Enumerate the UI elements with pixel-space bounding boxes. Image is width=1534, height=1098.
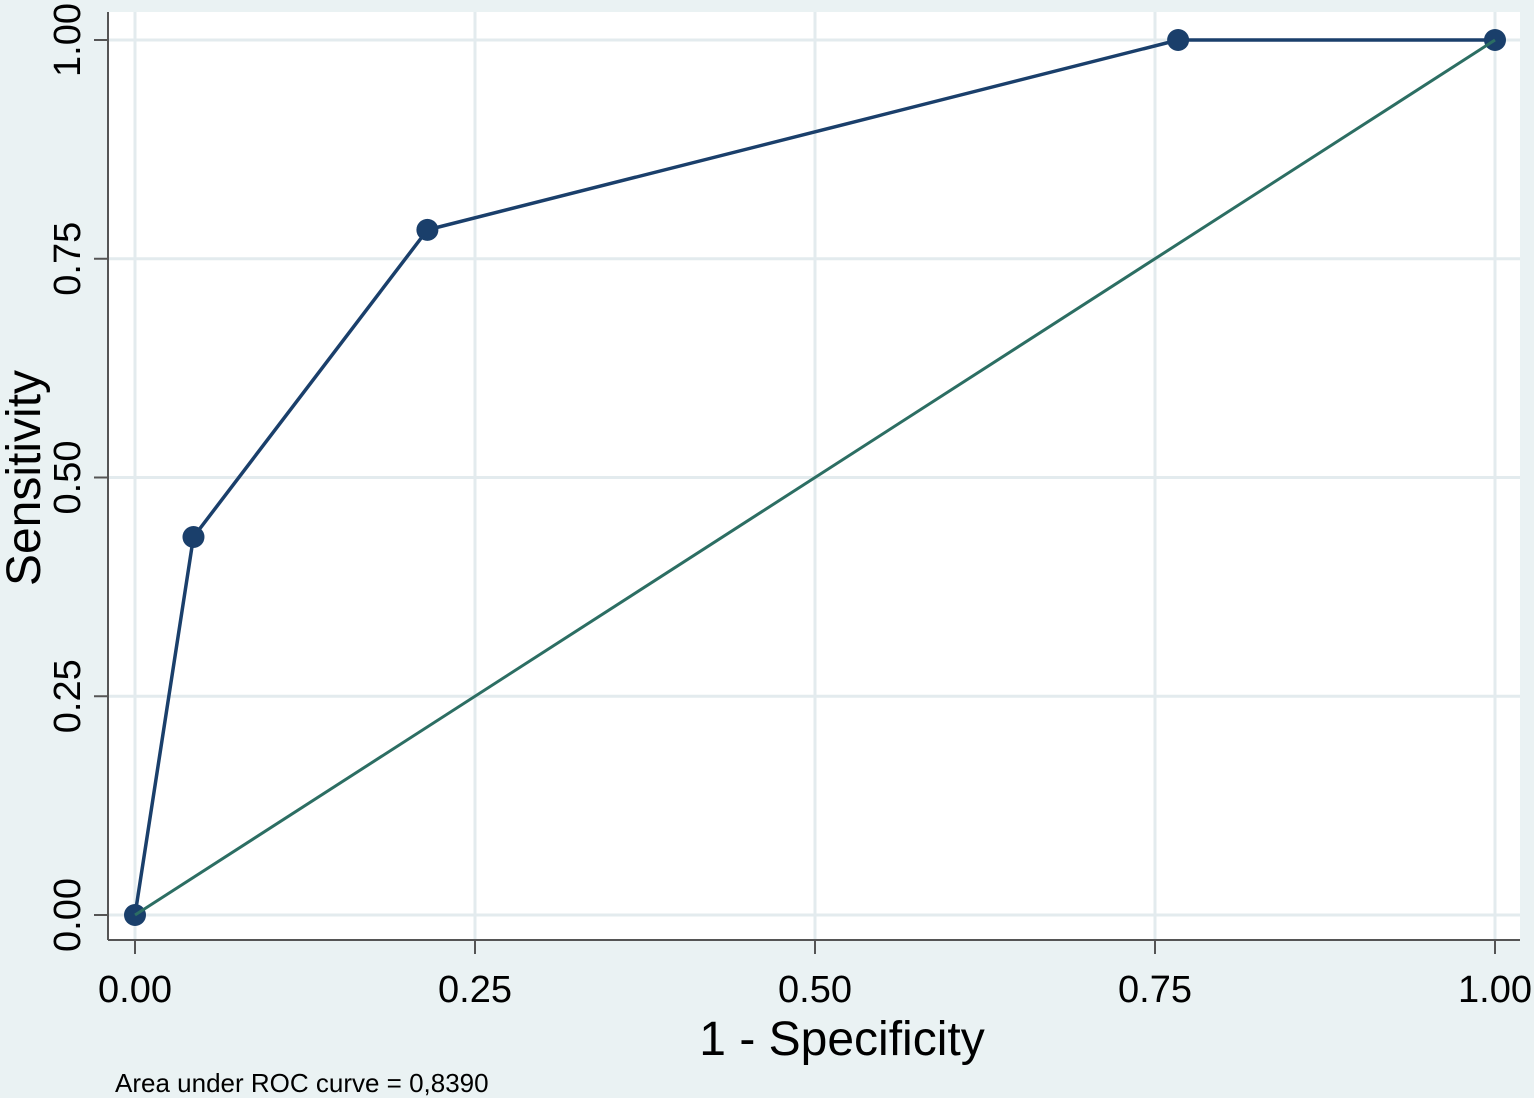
y-tick-label: 0.25 xyxy=(47,659,89,733)
x-axis-title: 1 - Specificity xyxy=(699,1013,984,1066)
axes xyxy=(94,12,1520,954)
auc-note: Area under ROC curve = 0,8390 xyxy=(115,1068,489,1098)
reference-diagonal-line xyxy=(134,38,1496,917)
y-tick-label: 1.00 xyxy=(47,3,89,77)
x-tick-label: 0.75 xyxy=(1118,969,1192,1011)
tick-labels: 0.000.00 0.25 0.25 0.50 0.50 0.75 0.75 1.00 1.00 xyxy=(47,3,1532,1011)
roc-point xyxy=(1167,29,1190,51)
series-layer xyxy=(124,29,1506,926)
x-tick-label: 0.00 xyxy=(98,969,172,1011)
x-tick-label: 0.25 xyxy=(438,969,512,1011)
y-tick-label: 0.75 xyxy=(47,222,89,296)
roc-point xyxy=(416,218,439,241)
roc-point xyxy=(182,526,205,548)
grid-lines xyxy=(108,12,1520,940)
y-tick-label: 0.00 xyxy=(47,878,89,952)
x-tick-label: 1.00 xyxy=(1458,969,1532,1011)
y-axis-title: Sensitivity xyxy=(0,370,51,586)
y-tick-label: 0.50 xyxy=(47,441,89,515)
x-tick-label: 0.50 xyxy=(778,969,852,1011)
